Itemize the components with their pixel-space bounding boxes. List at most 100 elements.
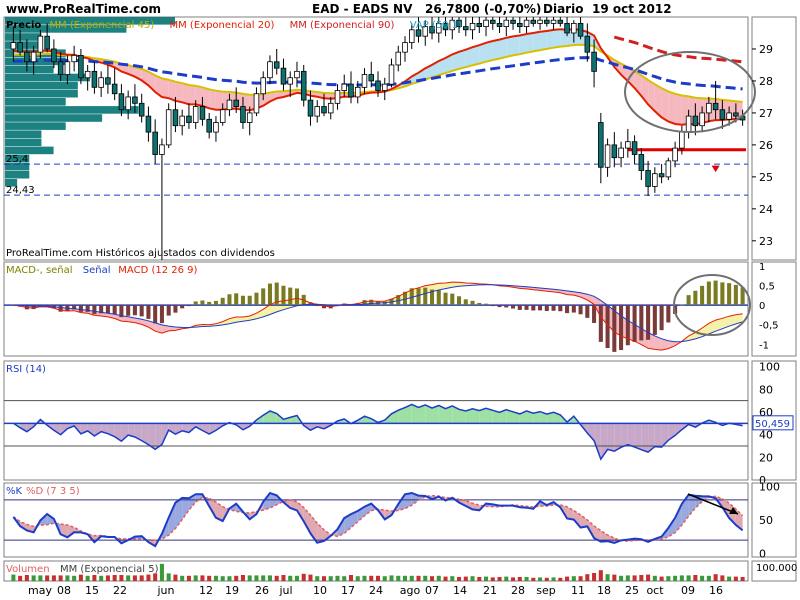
macd-fill	[587, 294, 595, 305]
candle	[550, 19, 557, 24]
ema-band	[459, 49, 466, 69]
candle	[422, 26, 429, 37]
candle	[415, 29, 422, 37]
x-tick-label: 24	[369, 584, 383, 597]
rsi-fill	[87, 423, 95, 436]
volume-bar	[511, 577, 516, 581]
ema-band	[202, 87, 210, 109]
macd-histogram-bar	[105, 305, 110, 314]
volume-panel[interactable]: Volumen MM (Exponencial 5) 100.000	[3, 560, 797, 582]
site-label[interactable]: www.ProRealTime.com	[6, 2, 161, 16]
macd-fill	[438, 282, 446, 291]
macd-histogram-bar	[159, 305, 164, 324]
volume-bar	[504, 576, 509, 581]
macd-fill	[256, 309, 264, 319]
candle	[321, 106, 327, 114]
volume-bar	[200, 575, 205, 581]
macd-fill	[128, 316, 135, 323]
macd-histogram-bar	[720, 282, 725, 306]
macd-histogram-bar	[517, 305, 522, 310]
ema-band	[499, 37, 507, 59]
price-y-tick-label: 26	[759, 139, 773, 152]
rsi-fill	[168, 423, 176, 435]
volume-bar	[375, 575, 381, 581]
volume-bar	[531, 577, 536, 581]
rsi-fill	[398, 407, 406, 424]
volume-bar	[402, 575, 408, 581]
rsi-fill	[94, 423, 102, 436]
x-tick-label: 14	[453, 584, 467, 597]
rsi-fill	[53, 423, 61, 435]
volume-bar	[450, 576, 455, 581]
macd-histogram-bar	[470, 300, 475, 306]
macd-histogram-bar	[396, 295, 401, 306]
volume-bar	[524, 577, 529, 581]
x-tick-label: ago	[400, 584, 421, 597]
macd-y-tick-label: 0	[759, 301, 765, 312]
rsi-fill	[418, 404, 426, 424]
candle	[517, 22, 523, 27]
support-label: 24,43	[6, 185, 35, 196]
macd-histogram-bar	[45, 305, 50, 307]
stochastic-fill	[67, 524, 75, 538]
macd-histogram-bar	[234, 293, 239, 306]
price-label: 26,7800 (-0,70%)	[425, 2, 541, 16]
candle	[213, 122, 219, 133]
price-panel[interactable]: 25,4 24,43 29 28 27 26 25 24 23 Precio MM (Exponen…	[3, 16, 797, 261]
volume-bar	[470, 576, 475, 581]
price-y-tick-label: 29	[759, 43, 773, 56]
candle	[294, 70, 300, 79]
stochastic-fill	[405, 492, 412, 509]
macd-histogram-bar	[598, 305, 603, 342]
vap-bar	[5, 114, 103, 122]
rsi-fill	[641, 423, 649, 453]
candle	[64, 61, 71, 75]
candle	[98, 77, 104, 88]
macd-histogram-bar	[531, 305, 536, 311]
macd-histogram-bar	[274, 282, 279, 306]
candle	[240, 106, 246, 123]
macd-histogram-bar	[423, 287, 428, 306]
rsi-fill	[114, 423, 122, 442]
macd-histogram-bar	[558, 305, 563, 312]
macd-histogram-bar	[200, 300, 205, 306]
volume-bar	[247, 575, 252, 581]
rsi-y-tick-label: 40	[759, 429, 773, 442]
candle	[395, 51, 402, 66]
rsi-fill	[425, 404, 433, 424]
vap-bar	[5, 25, 127, 33]
stochastic-fill	[668, 517, 676, 537]
macd-histogram-bar	[727, 283, 732, 306]
rsi-fill	[438, 405, 446, 424]
volume-bar	[321, 576, 327, 581]
ema-band	[506, 36, 514, 57]
candle	[490, 19, 496, 24]
volume-bar	[180, 575, 185, 581]
candle	[496, 22, 503, 27]
stochastic-panel[interactable]: 100 50 0 %K %D (7 3 5)	[3, 480, 797, 561]
macd-histogram-bar	[666, 305, 671, 323]
candle	[645, 170, 651, 187]
ema-90-projection-line	[613, 35, 743, 64]
volume-bar	[186, 575, 191, 581]
macd-histogram-bar	[625, 305, 630, 346]
macd-fill	[236, 316, 243, 323]
volume-bar	[652, 575, 657, 581]
macd-fill	[242, 315, 250, 322]
macd-histogram-bar	[639, 305, 644, 341]
rsi-fill	[546, 412, 554, 424]
vap-bar	[5, 81, 78, 90]
stochastic-fill	[215, 502, 223, 522]
macd-histogram-bar	[551, 305, 556, 311]
volume-bar	[720, 575, 725, 581]
stochastic-fill	[263, 493, 270, 511]
macd-histogram-bar	[524, 305, 529, 310]
ema-band	[182, 83, 189, 105]
macd-panel[interactable]: 1 0,5 0 -0,5 -1 MACD-, señal Señal MACD (12 26 …	[3, 261, 797, 357]
price-legend-entry: MM (Exponencial 90)	[290, 20, 395, 31]
macd-y-tick-label: -1	[759, 340, 769, 351]
volume-bar	[490, 577, 495, 581]
macd-histogram-bar	[652, 305, 657, 335]
